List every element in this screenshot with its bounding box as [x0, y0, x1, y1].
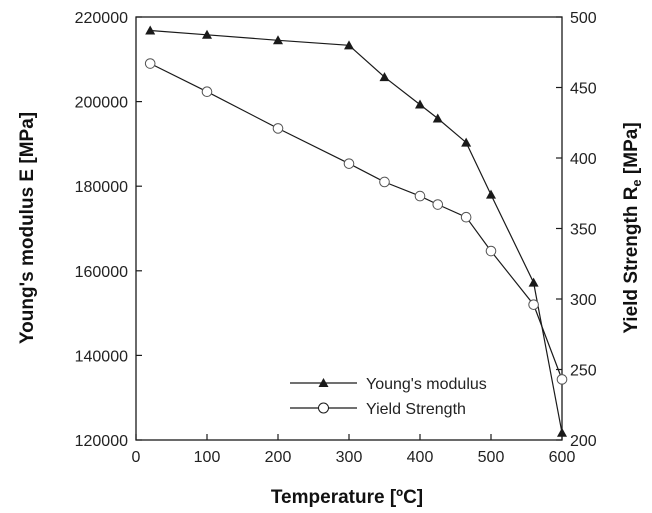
data-point-yield-strength	[144, 58, 156, 69]
data-point-young-s-modulus	[486, 189, 496, 199]
series-line-yield-strength	[149, 62, 563, 380]
data-point-yield-strength	[485, 245, 497, 257]
y2-tick-label: 300	[570, 292, 597, 309]
x-tick-label: 600	[549, 449, 576, 466]
series-layer	[144, 25, 568, 437]
y2-tick-label: 400	[570, 151, 597, 168]
y2-axis-title-main: Yield Strength R	[621, 186, 642, 333]
y-tick-label: 180000	[75, 179, 128, 196]
y-tick-label: 220000	[75, 10, 128, 27]
ticks-layer: 0 100 200 300 400 500 600 120000 140000 160000 180…	[75, 10, 597, 466]
y-tick-label: 140000	[75, 348, 128, 365]
data-point-young-s-modulus	[432, 113, 443, 123]
data-point-young-s-modulus	[461, 137, 472, 147]
y2-tick-label: 250	[570, 363, 597, 380]
y-tick-label: 160000	[75, 264, 128, 281]
legend-marker-youngs-modulus	[318, 378, 329, 387]
legend-label-youngs-modulus: Young's modulus	[366, 376, 487, 393]
y-tick-label: 200000	[75, 95, 128, 112]
data-point-yield-strength	[272, 123, 284, 134]
data-point-young-s-modulus	[528, 277, 539, 287]
plot-border	[135, 16, 563, 441]
y2-tick-label: 500	[570, 10, 597, 27]
y2-tick-label: 350	[570, 222, 597, 239]
x-tick-label: 200	[265, 449, 292, 466]
legend-marker-yield-strength	[318, 402, 329, 414]
y-tick-label: 120000	[75, 433, 128, 450]
y2-axis-title-tail: [MPa]	[621, 122, 642, 179]
data-point-yield-strength	[432, 199, 444, 210]
data-point-young-s-modulus	[344, 40, 354, 50]
data-point-yield-strength	[343, 158, 355, 169]
data-point-young-s-modulus	[557, 427, 567, 437]
data-point-young-s-modulus	[379, 72, 390, 82]
data-point-yield-strength	[379, 176, 390, 188]
data-point-yield-strength	[201, 86, 213, 98]
plot-frame	[135, 16, 563, 441]
data-point-young-s-modulus	[202, 29, 212, 39]
legend-label-yield-strength: Yield Strength	[366, 401, 466, 418]
y2-tick-label: 200	[570, 433, 597, 450]
data-point-young-s-modulus	[415, 99, 425, 109]
data-point-yield-strength	[556, 374, 568, 385]
y2-axis-title-subscript: e	[629, 179, 644, 186]
x-tick-label: 100	[194, 449, 221, 466]
x-tick-label: 300	[336, 449, 363, 466]
legend: Young's modulus Yield Strength	[290, 376, 487, 418]
x-tick-label: 500	[478, 449, 505, 466]
y2-axis-title: Yield Strength Re [MPa]	[621, 122, 644, 333]
data-point-young-s-modulus	[145, 25, 156, 35]
x-tick-label: 400	[407, 449, 434, 466]
data-point-young-s-modulus	[273, 35, 283, 45]
x-tick-label: 0	[132, 449, 141, 466]
x-axis-title: Temperature [ºC]	[271, 487, 423, 508]
data-point-yield-strength	[460, 211, 472, 223]
data-point-yield-strength	[528, 299, 539, 310]
y2-tick-label: 450	[570, 81, 597, 98]
data-point-yield-strength	[414, 190, 426, 202]
y-axis-title: Young's modulus E [MPa]	[17, 112, 38, 344]
